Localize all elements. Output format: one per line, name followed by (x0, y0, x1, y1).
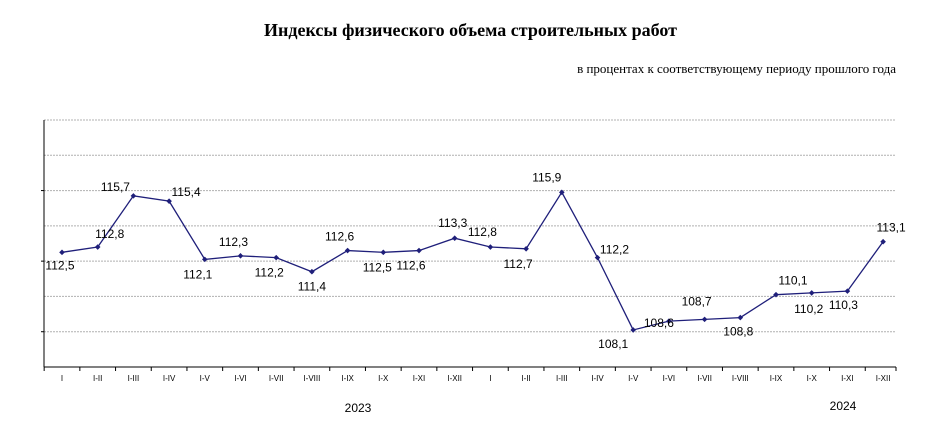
x-tick-label: I-VIII (732, 374, 749, 383)
data-point (202, 256, 208, 263)
data-point (523, 245, 529, 252)
chart-title: Индексы физического объема строительных … (264, 20, 677, 40)
data-label: 108,6 (644, 316, 674, 330)
chart-subtitle: в процентах к соответствующему периоду п… (577, 61, 896, 76)
data-label: 112,8 (95, 227, 124, 241)
data-label: 115,9 (532, 170, 561, 184)
data-label: 112,5 (45, 258, 74, 272)
x-tick-label: I-XI (413, 374, 425, 383)
data-point (844, 288, 851, 294)
data-point (309, 268, 315, 275)
data-point (666, 318, 672, 324)
x-tick-label: I-VII (269, 374, 284, 383)
x-tick-label: I-XII (447, 374, 462, 383)
x-tick-label: I-IV (591, 374, 604, 383)
data-point (416, 247, 422, 254)
data-point (808, 290, 815, 296)
year-label-2024: 2024 (830, 399, 857, 413)
x-tick-label: I-IX (770, 374, 783, 383)
data-label: 110,3 (829, 298, 858, 312)
x-tick-label: I (61, 374, 63, 383)
x-tick-label: I (489, 374, 491, 383)
data-label: 115,4 (172, 185, 201, 199)
data-label: 112,8 (468, 225, 497, 239)
data-label: 115,7 (101, 180, 130, 194)
data-label: 113,3 (438, 216, 467, 230)
data-label: 112,1 (183, 267, 212, 281)
data-label: 112,2 (255, 266, 284, 280)
data-label: 112,6 (396, 259, 425, 273)
data-label: 113,1 (877, 221, 906, 235)
data-point (773, 291, 779, 298)
data-point (880, 238, 886, 245)
x-tick-label: I-III (556, 374, 568, 383)
x-tick-label: I-XI (841, 374, 853, 383)
data-label: 110,1 (778, 274, 807, 288)
data-label: 112,3 (219, 235, 248, 249)
data-label: 108,8 (723, 325, 753, 339)
series-line (61, 191, 884, 331)
data-point (737, 314, 744, 321)
data-point (59, 249, 65, 256)
data-point (559, 189, 565, 196)
data-label: 108,1 (598, 337, 628, 351)
data-point (344, 247, 351, 254)
x-tick-label: I-III (128, 374, 140, 383)
data-label: 110,2 (794, 302, 823, 316)
data-label: 112,5 (363, 260, 392, 274)
data-label: 112,2 (600, 243, 629, 257)
x-tick-label: I-XII (876, 374, 891, 383)
data-point (166, 198, 172, 204)
data-point (487, 244, 494, 250)
data-point (130, 193, 137, 199)
year-label-2023: 2023 (345, 401, 372, 415)
data-label: 108,7 (682, 294, 712, 308)
x-tick-label: I-IV (163, 374, 176, 383)
data-point (380, 249, 387, 256)
x-tick-label: I-X (378, 374, 389, 383)
x-tick-label: I-VI (234, 374, 246, 383)
x-tick-label: I-VII (697, 374, 712, 383)
data-point (701, 316, 708, 323)
data-label: 111,4 (298, 280, 327, 294)
x-tick-label: I-VI (663, 374, 675, 383)
data-point (451, 235, 458, 242)
data-label: 112,7 (504, 257, 533, 271)
x-tick-label: I-II (93, 374, 102, 383)
x-tick-label: I-V (628, 374, 639, 383)
data-point (594, 254, 601, 261)
x-tick-label: I-IX (341, 374, 354, 383)
x-tick-label: I-VIII (303, 374, 320, 383)
data-label: 112,6 (325, 230, 354, 244)
x-tick-label: I-II (521, 374, 530, 383)
x-tick-label: I-X (807, 374, 818, 383)
data-point (237, 253, 244, 259)
data-point (273, 254, 279, 261)
x-tick-label: I-V (200, 374, 211, 383)
data-point (630, 327, 636, 333)
data-point (94, 244, 101, 250)
